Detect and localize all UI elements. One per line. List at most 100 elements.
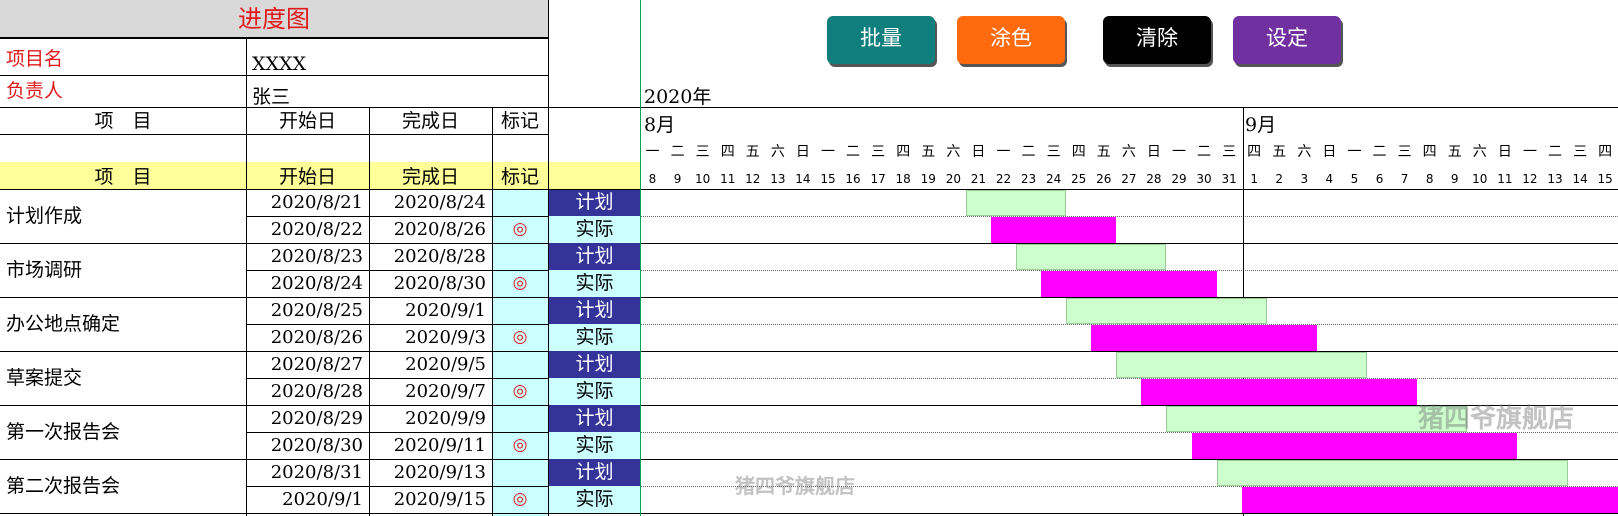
grid-line [640,0,641,516]
grid-line [246,270,548,271]
day-number: 8 [640,172,665,186]
task-name[interactable]: 第一次报告会 [0,405,246,459]
weekday-label: 日 [1492,141,1517,161]
weekday-label: 六 [1116,141,1141,161]
batch-button[interactable]: 批量 [827,16,935,64]
day-number: 8 [1417,172,1442,186]
plan-label: 计划 [549,459,640,486]
day-number: 9 [1442,172,1467,186]
weekday-label: 四 [715,141,740,161]
task-name[interactable]: 草案提交 [0,351,246,405]
day-number: 21 [966,172,991,186]
paint-button[interactable]: 涂色 [957,16,1065,64]
weekday-label: 五 [916,141,941,161]
weekday-label: 五 [1267,141,1292,161]
grid-line [0,189,1618,190]
actual-label: 实际 [549,432,640,459]
day-number: 26 [1091,172,1116,186]
project-name-label: 项目名 [0,44,245,74]
actual-start-cell[interactable]: 2020/8/28 [246,378,369,405]
weekday-label: 日 [790,141,815,161]
weekday-label: 一 [1517,141,1542,161]
weekday-label: 三 [690,141,715,161]
clear-button[interactable]: 清除 [1103,16,1211,64]
plan-start-cell[interactable]: 2020/8/23 [246,243,369,270]
actual-start-cell[interactable]: 2020/8/22 [246,216,369,243]
weekday-label: 四 [1417,141,1442,161]
grid-line [246,216,548,217]
weekday-label: 一 [815,141,840,161]
actual-end-cell[interactable]: 2020/8/26 [369,216,492,243]
plan-end-cell[interactable]: 2020/9/13 [369,459,492,486]
chart-title: 进度图 [0,0,548,38]
task-name[interactable]: 办公地点确定 [0,297,246,351]
day-number: 31 [1217,172,1242,186]
actual-end-cell[interactable]: 2020/9/15 [369,486,492,513]
header-mark: 标记 [492,108,548,134]
plan-start-cell[interactable]: 2020/8/31 [246,459,369,486]
day-number: 28 [1141,172,1166,186]
grid-line [246,378,548,379]
grid-line [548,0,549,516]
task-name[interactable]: 计划作成 [0,189,246,243]
plan-start-cell[interactable]: 2020/8/29 [246,405,369,432]
actual-label: 实际 [549,216,640,243]
plan-end-cell[interactable]: 2020/8/28 [369,243,492,270]
settings-button[interactable]: 设定 [1233,16,1341,64]
grid-line [0,134,548,135]
actual-start-cell[interactable]: 2020/8/26 [246,324,369,351]
day-number: 6 [1367,172,1392,186]
plan-end-cell[interactable]: 2020/9/1 [369,297,492,324]
actual-bar [1041,271,1216,297]
grid-line [0,513,1618,514]
day-number: 5 [1342,172,1367,186]
actual-label: 实际 [549,324,640,351]
day-number: 22 [991,172,1016,186]
actual-end-cell[interactable]: 2020/9/3 [369,324,492,351]
project-name-cell[interactable]: XXXX [246,48,546,76]
day-number: 20 [941,172,966,186]
actual-end-cell[interactable]: 2020/9/7 [369,378,492,405]
day-number: 7 [1392,172,1417,186]
grid-line [0,38,548,39]
plan-start-cell[interactable]: 2020/8/21 [246,189,369,216]
actual-end-cell[interactable]: 2020/9/11 [369,432,492,459]
weekday-label: 日 [966,141,991,161]
plan-start-cell[interactable]: 2020/8/27 [246,351,369,378]
actual-end-cell[interactable]: 2020/8/30 [369,270,492,297]
task-name[interactable]: 市场调研 [0,243,246,297]
actual-start-cell[interactable]: 2020/9/1 [246,486,369,513]
grid-line [0,75,548,76]
plan-end-cell[interactable]: 2020/9/5 [369,351,492,378]
plan-bar [1066,298,1267,324]
plan-end-cell[interactable]: 2020/8/24 [369,189,492,216]
grid-line [492,107,493,516]
weekday-label: 日 [1141,141,1166,161]
plan-end-cell[interactable]: 2020/9/9 [369,405,492,432]
actual-start-cell[interactable]: 2020/8/24 [246,270,369,297]
plan-bar [1016,244,1166,270]
mark-symbol: ◎ [492,486,548,513]
grid-line [246,432,548,433]
grid-line [246,486,548,487]
weekday-label: 四 [891,141,916,161]
weekday-label: 一 [991,141,1016,161]
watermark-right: 猪四爷旗舰店 [1418,398,1574,435]
header-start: 开始日 [246,108,369,134]
header2-start: 开始日 [246,164,369,190]
day-number: 10 [690,172,715,186]
actual-label: 实际 [549,378,640,405]
day-number: 30 [1192,172,1217,186]
actual-label: 实际 [549,270,640,297]
weekday-label: 四 [1593,141,1618,161]
task-name[interactable]: 第二次报告会 [0,459,246,513]
mark-symbol: ◎ [492,324,548,351]
header2-end: 完成日 [369,164,492,190]
owner-cell[interactable]: 张三 [246,82,546,110]
plan-bar [1217,460,1568,486]
day-number: 18 [891,172,916,186]
day-number: 14 [1568,172,1593,186]
day-number: 19 [916,172,941,186]
plan-start-cell[interactable]: 2020/8/25 [246,297,369,324]
actual-start-cell[interactable]: 2020/8/30 [246,432,369,459]
